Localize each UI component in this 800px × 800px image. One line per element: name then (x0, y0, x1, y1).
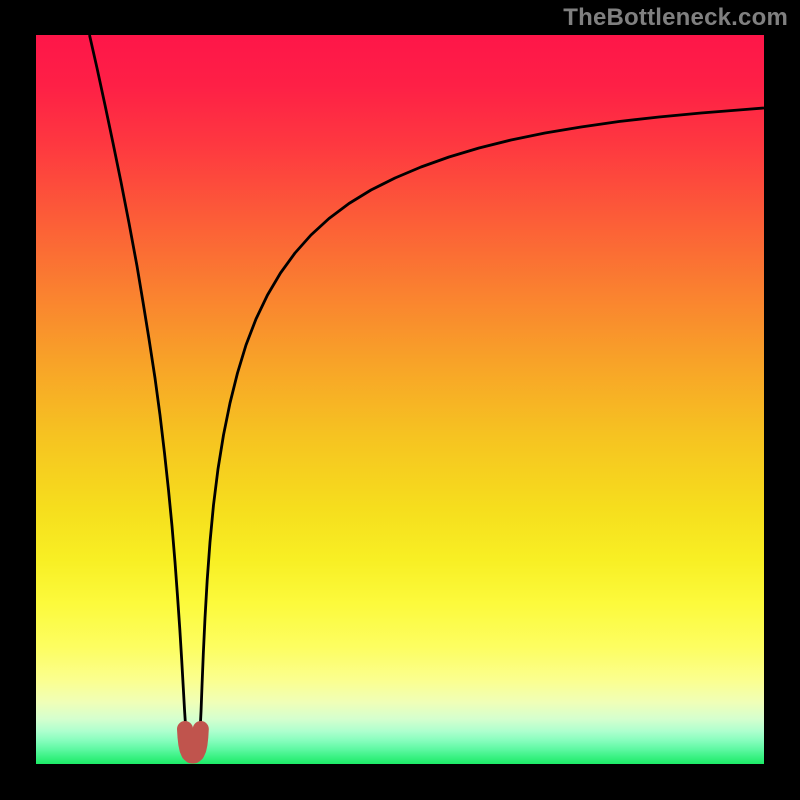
chart-container: TheBottleneck.com (0, 0, 800, 800)
watermark-text: TheBottleneck.com (563, 4, 788, 32)
bottleneck-chart-svg (0, 0, 800, 800)
plot-area (36, 35, 764, 764)
optimal-point-marker (185, 729, 201, 756)
